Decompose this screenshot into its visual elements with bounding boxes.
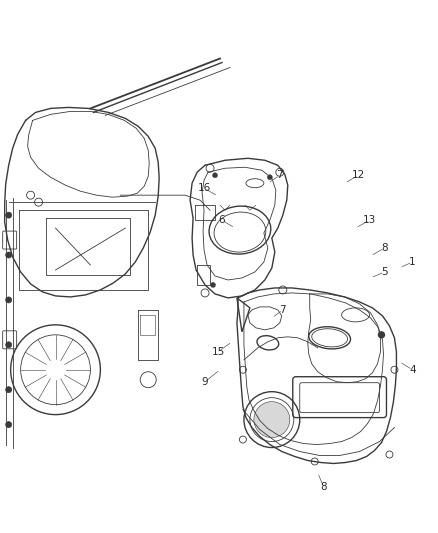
Text: 5: 5 — [381, 267, 388, 277]
Text: 7: 7 — [279, 305, 286, 315]
Text: 7: 7 — [276, 170, 283, 180]
Circle shape — [6, 422, 12, 427]
Text: 8: 8 — [320, 482, 327, 492]
Text: 15: 15 — [212, 347, 225, 357]
Circle shape — [6, 212, 12, 218]
Circle shape — [378, 332, 385, 338]
Text: 1: 1 — [409, 257, 416, 267]
Text: 16: 16 — [198, 183, 211, 193]
Circle shape — [212, 173, 218, 177]
Text: 9: 9 — [202, 377, 208, 387]
Text: 12: 12 — [352, 170, 365, 180]
Text: 8: 8 — [381, 243, 388, 253]
Circle shape — [6, 342, 12, 348]
Circle shape — [267, 175, 272, 180]
Circle shape — [6, 252, 12, 258]
Circle shape — [6, 386, 12, 393]
Text: 6: 6 — [219, 215, 225, 225]
Text: 13: 13 — [363, 215, 376, 225]
Circle shape — [254, 402, 290, 438]
Circle shape — [211, 282, 215, 287]
Text: 4: 4 — [409, 365, 416, 375]
Circle shape — [6, 297, 12, 303]
